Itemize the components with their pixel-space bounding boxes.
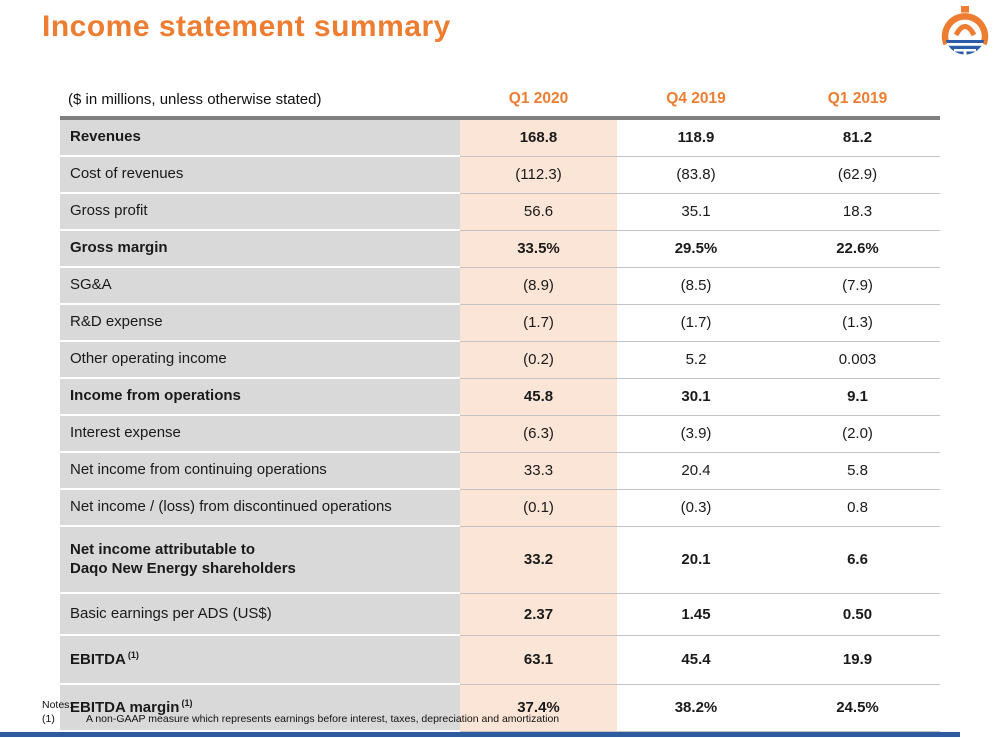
notes-section: Notes: (1) A non-GAAP measure which repr…: [42, 699, 559, 725]
cell-value: 168.8: [460, 118, 617, 157]
cell-value: 20.1: [617, 526, 775, 594]
table-row: Net income from continuing operations 33.…: [60, 452, 940, 490]
cell-value: (0.2): [460, 341, 617, 379]
row-label: EBITDA margin (1): [60, 684, 460, 732]
cell-value: 37.4%: [460, 684, 617, 732]
footnote-superscript: (1): [181, 697, 193, 708]
cell-value: (1.7): [460, 304, 617, 342]
row-label: Gross profit: [60, 193, 460, 231]
cell-value: 0.8: [775, 489, 940, 527]
cell-value: (6.3): [460, 415, 617, 453]
cell-value: 45.4: [617, 635, 775, 685]
row-label: Interest expense: [60, 415, 460, 453]
cell-value: 33.3: [460, 452, 617, 490]
cell-value: 18.3: [775, 193, 940, 231]
table-row: EBITDA margin (1) 37.4% 38.2% 24.5%: [60, 684, 940, 732]
note-marker: (1): [42, 713, 55, 725]
note-item: (1) A non-GAAP measure which represents …: [42, 713, 559, 725]
cell-value: 118.9: [617, 118, 775, 157]
row-label: Cost of revenues: [60, 156, 460, 194]
table-row: Basic earnings per ADS (US$) 2.37 1.45 0.50: [60, 593, 940, 636]
table-row: EBITDA (1) 63.1 45.4 19.9: [60, 635, 940, 685]
cell-value: 30.1: [617, 378, 775, 416]
cell-value: 81.2: [775, 118, 940, 157]
row-label: Income from operations: [60, 378, 460, 416]
cell-value: (2.0): [775, 415, 940, 453]
cell-value: 6.6: [775, 526, 940, 594]
row-label: Gross margin: [60, 230, 460, 268]
cell-value: 5.2: [617, 341, 775, 379]
cell-value: (3.9): [617, 415, 775, 453]
income-statement-table: ($ in millions, unless otherwise stated)…: [60, 90, 940, 732]
cell-value: 5.8: [775, 452, 940, 490]
row-label: Basic earnings per ADS (US$): [60, 593, 460, 636]
cell-value: 35.1: [617, 193, 775, 231]
table-row: Revenues 168.8 118.9 81.2: [60, 118, 940, 157]
cell-value: (1.7): [617, 304, 775, 342]
cell-value: (1.3): [775, 304, 940, 342]
cell-value: 38.2%: [617, 684, 775, 732]
cell-value: 0.003: [775, 341, 940, 379]
cell-value: 0.50: [775, 593, 940, 636]
cell-value: (0.1): [460, 489, 617, 527]
table-row: SG&A (8.9) (8.5) (7.9): [60, 267, 940, 305]
row-label: Net income attributable to Daqo New Ener…: [60, 526, 460, 594]
cell-value: 33.5%: [460, 230, 617, 268]
table-row: Gross margin 33.5% 29.5% 22.6%: [60, 230, 940, 268]
cell-value: 63.1: [460, 635, 617, 685]
row-label: Net income from continuing operations: [60, 452, 460, 490]
footer-accent-bar: [0, 732, 960, 737]
cell-value: (8.9): [460, 267, 617, 305]
column-header-q4-2019: Q4 2019: [617, 90, 775, 120]
cell-value: 45.8: [460, 378, 617, 416]
table-row: Interest expense (6.3) (3.9) (2.0): [60, 415, 940, 453]
page-title: Income statement summary: [42, 10, 451, 43]
column-header-q1-2020: Q1 2020: [460, 90, 617, 120]
table-row: Other operating income (0.2) 5.2 0.003: [60, 341, 940, 379]
table-row: Gross profit 56.6 35.1 18.3: [60, 193, 940, 231]
table-row: Income from operations 45.8 30.1 9.1: [60, 378, 940, 416]
cell-value: (112.3): [460, 156, 617, 194]
table-header: ($ in millions, unless otherwise stated)…: [60, 90, 940, 120]
cell-value: 33.2: [460, 526, 617, 594]
cell-value: 22.6%: [775, 230, 940, 268]
cell-value: 56.6: [460, 193, 617, 231]
note-text: A non-GAAP measure which represents earn…: [86, 713, 560, 725]
cell-value: 19.9: [775, 635, 940, 685]
footnote-superscript: (1): [127, 649, 139, 660]
row-label: Net income / (loss) from discontinued op…: [60, 489, 460, 527]
cell-value: 9.1: [775, 378, 940, 416]
cell-value: 20.4: [617, 452, 775, 490]
cell-value: 29.5%: [617, 230, 775, 268]
cell-value: 1.45: [617, 593, 775, 636]
row-label: EBITDA (1): [60, 635, 460, 685]
table-row: Net income attributable to Daqo New Ener…: [60, 526, 940, 594]
cell-value: (0.3): [617, 489, 775, 527]
row-label: Other operating income: [60, 341, 460, 379]
cell-value: 2.37: [460, 593, 617, 636]
table-row: R&D expense (1.7) (1.7) (1.3): [60, 304, 940, 342]
row-label: R&D expense: [60, 304, 460, 342]
cell-value: (7.9): [775, 267, 940, 305]
cell-value: (8.5): [617, 267, 775, 305]
table-row: Cost of revenues (112.3) (83.8) (62.9): [60, 156, 940, 194]
cell-value: 24.5%: [775, 684, 940, 732]
unit-note: ($ in millions, unless otherwise stated): [60, 90, 460, 120]
cell-value: (83.8): [617, 156, 775, 194]
notes-heading: Notes:: [42, 699, 73, 711]
table-row: Net income / (loss) from discontinued op…: [60, 489, 940, 527]
column-header-q1-2019: Q1 2019: [775, 90, 940, 120]
cell-value: (62.9): [775, 156, 940, 194]
income-table-body: Revenues 168.8 118.9 81.2 Cost of revenues (1…: [60, 118, 940, 732]
row-label: Revenues: [60, 118, 460, 157]
daqo-new-energy-logo-icon: [941, 6, 989, 60]
row-label: SG&A: [60, 267, 460, 305]
